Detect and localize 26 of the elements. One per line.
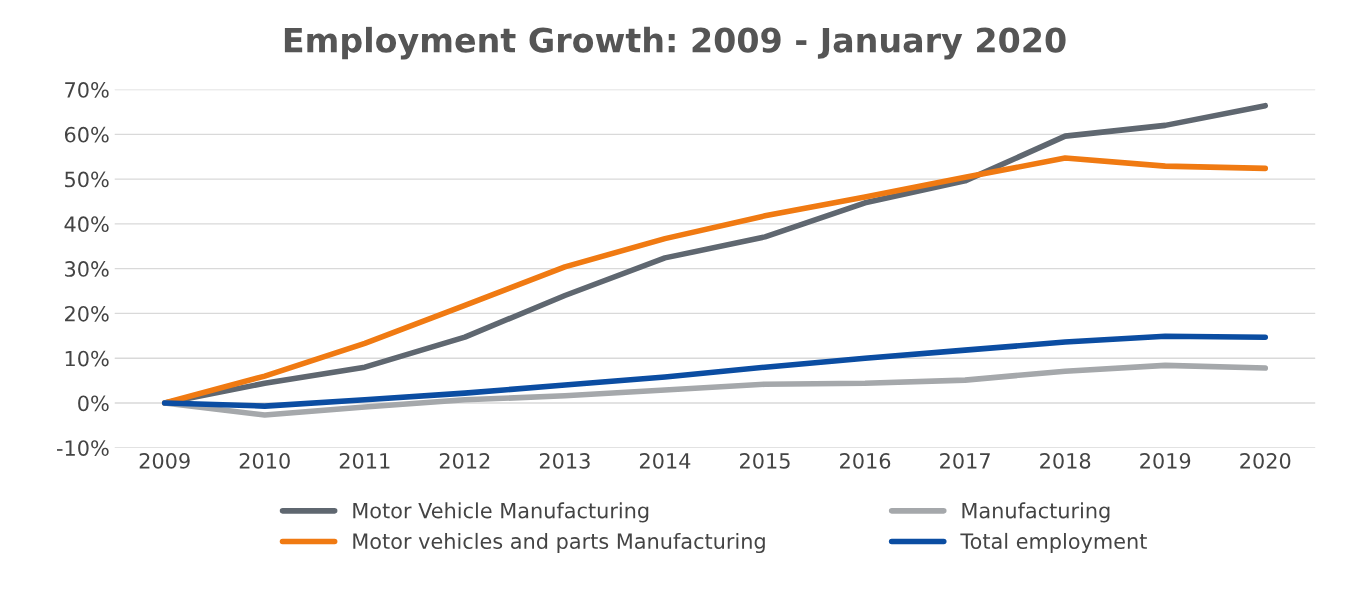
- x-tick-label: 2019: [1140, 452, 1191, 469]
- legend-label: Total employment: [960, 532, 1147, 554]
- x-tick-label: 2015: [740, 452, 790, 469]
- x-tick-label: 2010: [239, 452, 290, 469]
- x-tick-label: 2018: [1040, 452, 1091, 469]
- x-tick-label: 2011: [339, 452, 390, 469]
- y-tick-label: 30%: [65, 261, 109, 277]
- y-tick-label: 60%: [64, 126, 109, 143]
- y-tick-label: 20%: [65, 305, 109, 322]
- x-tick-label: 2013: [539, 452, 590, 469]
- x-tick-label: 2016: [840, 452, 891, 469]
- legend-label: Manufacturing: [962, 502, 1110, 523]
- y-tick-label: 10%: [65, 350, 109, 367]
- y-tick-label: 0%: [78, 395, 109, 412]
- y-tick-label: 70%: [65, 82, 109, 98]
- legend-label: Motor Vehicle Manufacturing: [353, 502, 649, 523]
- y-tick-label: -10%: [57, 440, 109, 456]
- x-tick-label: 2012: [439, 452, 490, 469]
- x-tick-label: 2009: [139, 452, 190, 469]
- chart-title: Employment Growth: 2009 - January 2020: [284, 26, 1066, 60]
- x-tick-label: 2017: [940, 452, 990, 469]
- legend-label: Motor vehicles and parts Manufacturing: [353, 532, 765, 554]
- x-tick-label: 2020: [1240, 452, 1291, 469]
- x-tick-label: 2014: [639, 452, 691, 469]
- y-tick-label: 40%: [64, 216, 109, 233]
- y-tick-label: 50%: [65, 171, 109, 188]
